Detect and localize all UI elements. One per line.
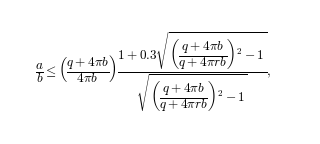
- Text: $\dfrac{a}{b} \leq \left(\dfrac{q + 4\pi b}{4\pi b}\right) \dfrac{1 + 0.3\sqrt{\: $\dfrac{a}{b} \leq \left(\dfrac{q + 4\pi…: [35, 30, 272, 114]
